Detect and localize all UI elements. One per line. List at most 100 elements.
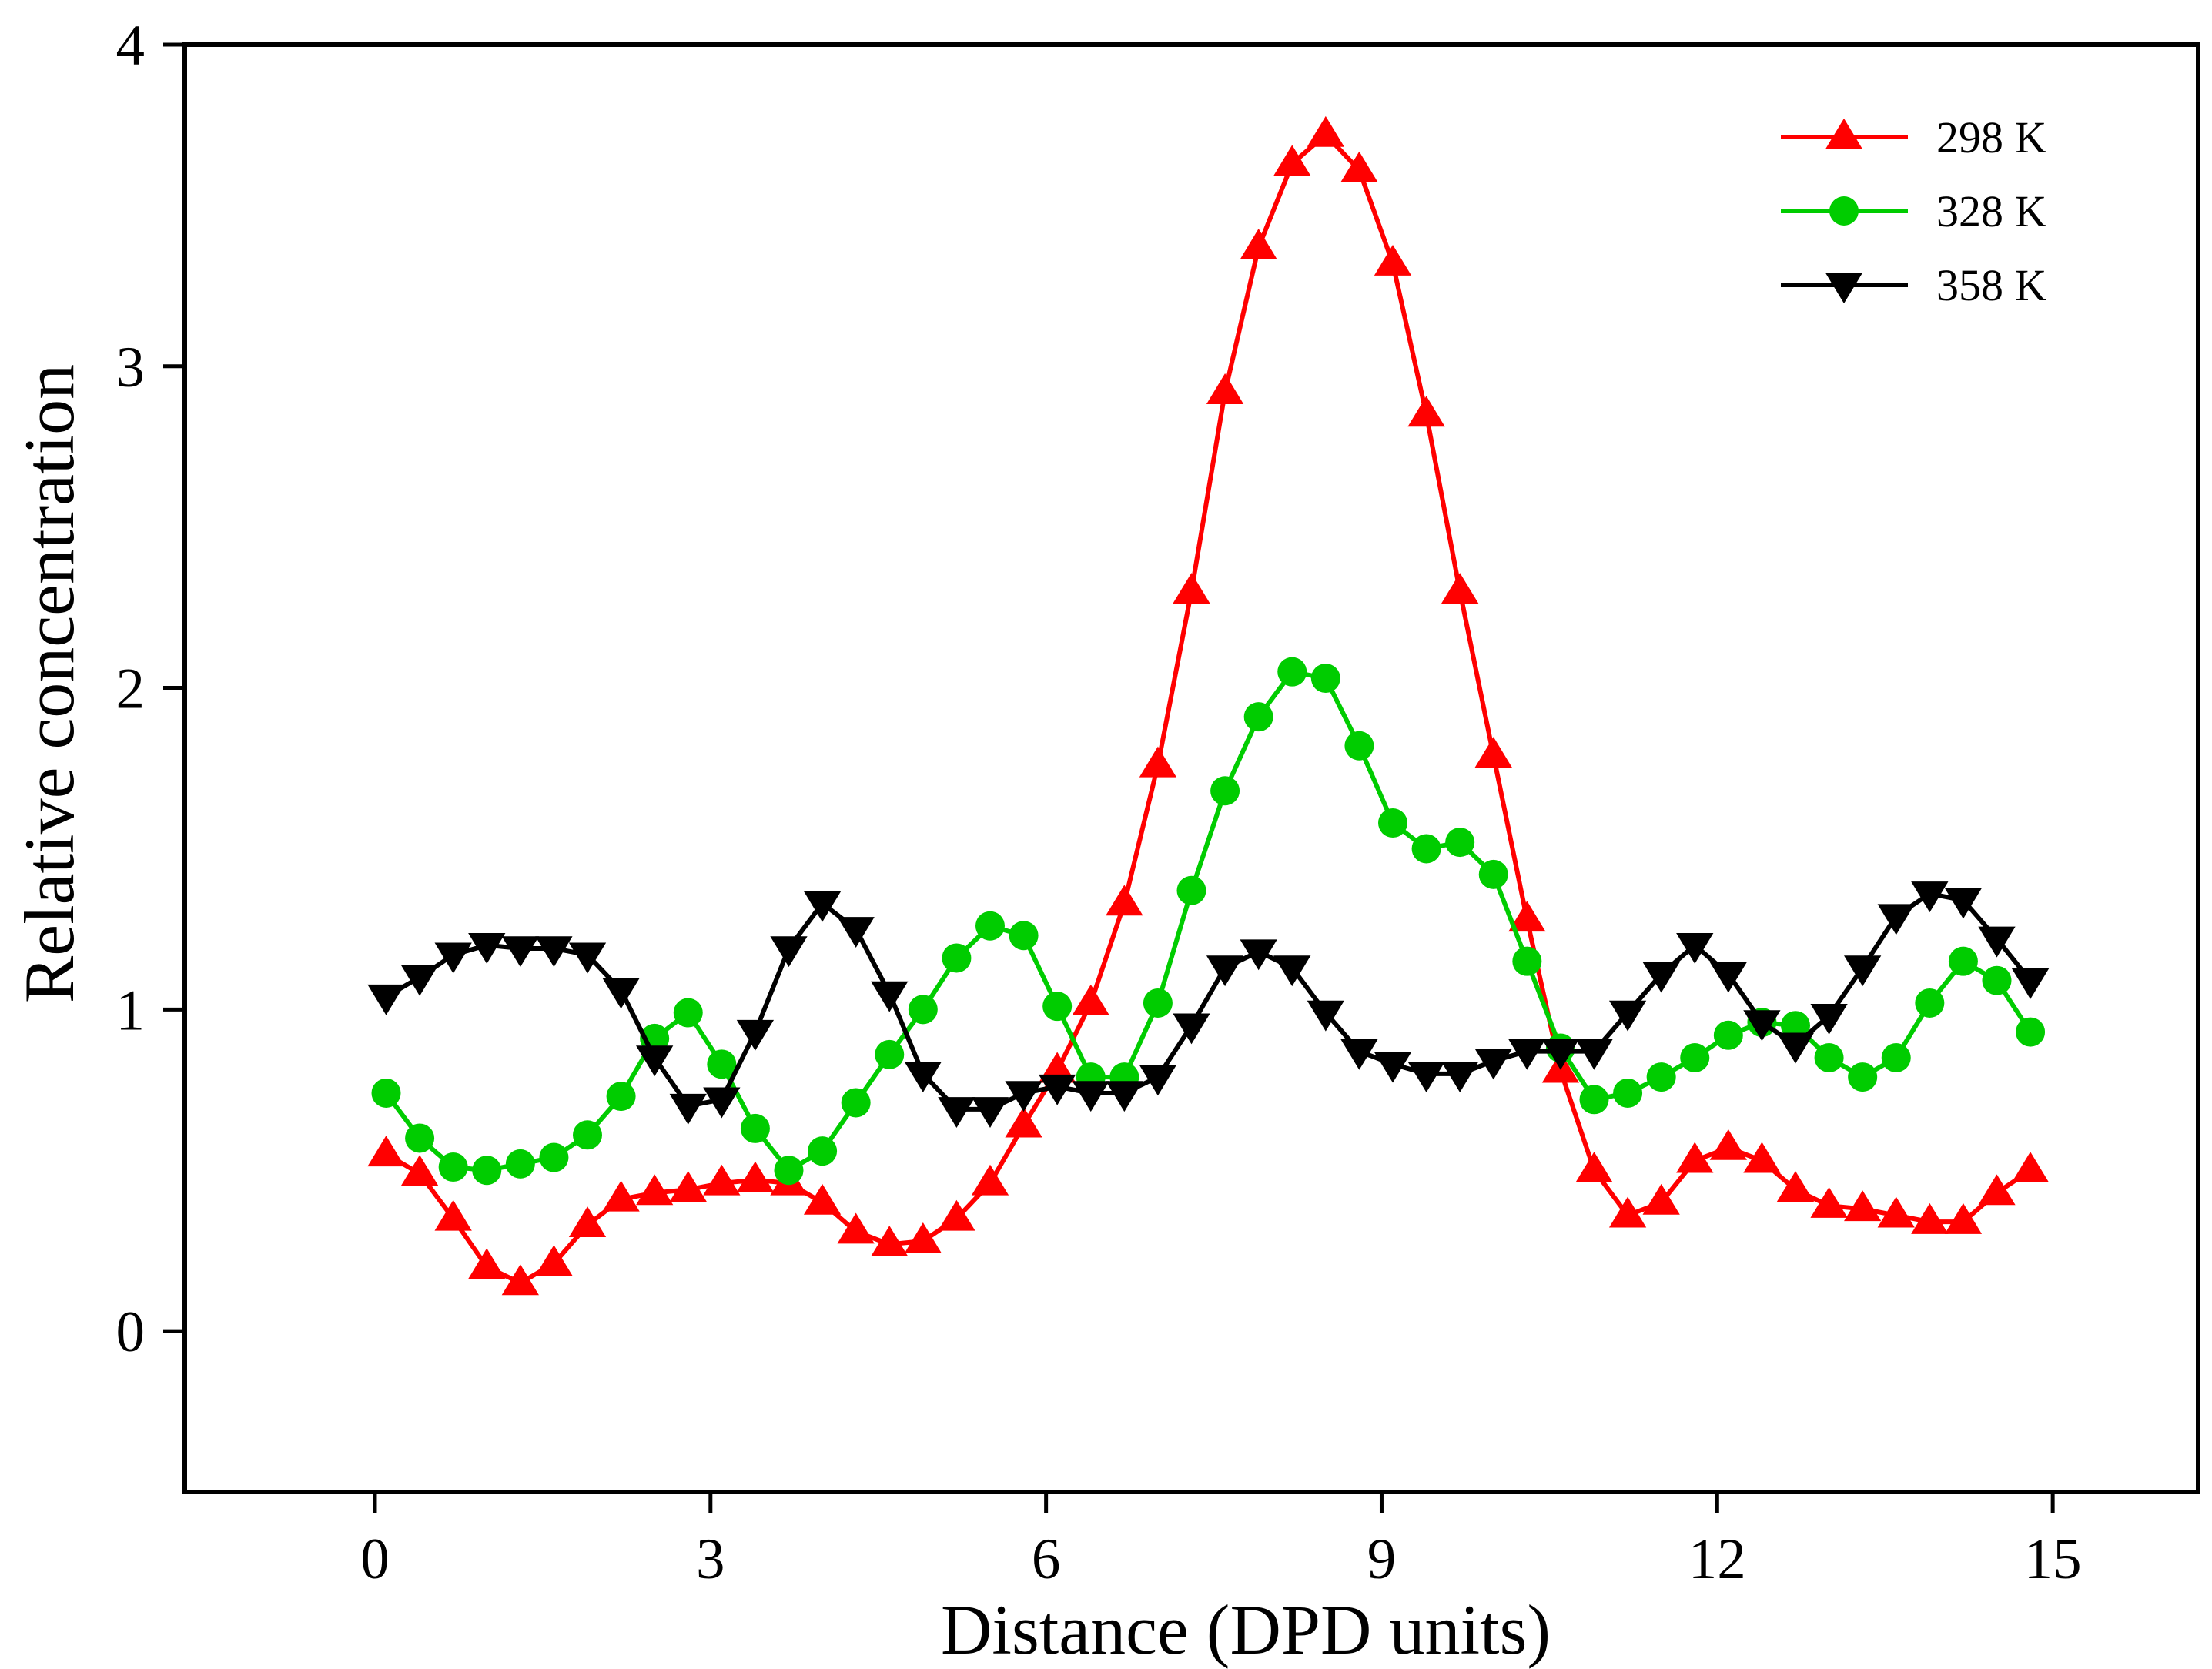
data-point [1676,1142,1714,1173]
data-point [1009,921,1039,951]
data-point [904,1222,942,1253]
data-point [434,942,472,974]
data-point [1877,1196,1915,1228]
data-point [1340,151,1378,182]
x-tick-label: 6 [1032,1527,1061,1591]
data-point [1441,573,1479,604]
data-point [703,1087,741,1119]
data-point [736,1019,775,1051]
data-point [1344,731,1374,761]
data-point [1374,244,1412,276]
data-point [405,1123,435,1153]
data-point [1143,988,1173,1018]
data-point [1713,1020,1743,1050]
data-point [568,1206,607,1237]
data-point [1810,1187,1848,1218]
data-point [875,1039,905,1069]
y-tick-label: 4 [116,14,146,78]
data-point [1139,1065,1177,1096]
data-point [1508,1039,1546,1070]
x-axis-title: Distance (DPD units) [941,1590,1551,1669]
data-point [1072,984,1109,1015]
data-point [904,1062,942,1093]
data-point [803,1183,842,1215]
data-point [1676,933,1714,964]
data-point [942,943,972,973]
legend-item: 358 K [1781,260,2047,310]
x-tick-label: 3 [696,1527,725,1591]
data-point [1680,1043,1710,1072]
series-3 [367,881,2050,1128]
y-tick-label: 0 [116,1300,146,1364]
data-point [468,933,506,964]
data-point [602,1180,640,1212]
data-point [1948,946,1978,976]
data-point [1915,988,1945,1018]
data-point [1848,1062,1878,1092]
data-point [501,936,539,968]
data-point [1776,1032,1815,1064]
series-1 [367,115,2050,1296]
data-point [1072,1081,1109,1112]
data-point [1176,875,1206,905]
data-point [808,1136,838,1166]
data-point [1474,1049,1512,1080]
data-point [1005,1106,1042,1138]
x-tick-label: 9 [1367,1527,1397,1591]
data-point [1642,962,1680,993]
data-point [1579,1085,1609,1115]
data-point [770,936,808,968]
data-point [1844,1190,1882,1222]
data-point [1743,1010,1781,1042]
data-point [971,1097,1009,1128]
data-point [602,978,640,1009]
data-point [703,1164,741,1196]
data-point [2011,1152,2050,1182]
data-point [975,911,1005,941]
data-point [535,1245,573,1276]
data-point [535,936,573,968]
legend-marker [1825,273,1863,304]
data-point [837,917,875,948]
data-point [1310,664,1340,694]
x-tick-label: 15 [2024,1527,2082,1591]
data-point [606,1082,636,1112]
legend-label: 298 K [1936,112,2047,162]
data-point [1709,1129,1747,1160]
data-point [1273,145,1311,176]
data-point [573,1120,602,1150]
data-point [1340,1039,1378,1070]
data-point [1240,229,1277,259]
data-point [2011,968,2050,999]
data-point [371,1078,401,1108]
data-point [1206,955,1244,987]
data-point [774,1156,804,1186]
data-point [1978,926,2016,958]
data-point [1106,1081,1143,1112]
x-axis-ticks: 0 3 6 9 12 15 [360,1492,2082,1591]
data-point [1911,881,1949,913]
data-point [1407,1062,1445,1093]
legend-marker [1829,196,1859,226]
data-point [568,942,607,974]
data-point [1646,1062,1676,1092]
data-point [1944,888,1983,919]
data-point [1210,776,1240,806]
data-point [871,1226,909,1257]
data-point [1982,965,2012,995]
data-point [1039,1074,1076,1105]
data-point [669,1171,707,1202]
legend-item: 328 K [1781,186,2047,236]
data-point [1411,834,1441,864]
data-point [1877,904,1915,935]
data-point [1106,885,1143,916]
data-point [938,1097,975,1128]
data-point [1445,828,1475,858]
data-point [1273,955,1311,987]
data-point [472,1156,502,1186]
y-tick-label: 3 [116,336,146,400]
data-point [1608,1000,1647,1032]
plot-frame [182,42,2200,1494]
data-point [1206,373,1244,404]
